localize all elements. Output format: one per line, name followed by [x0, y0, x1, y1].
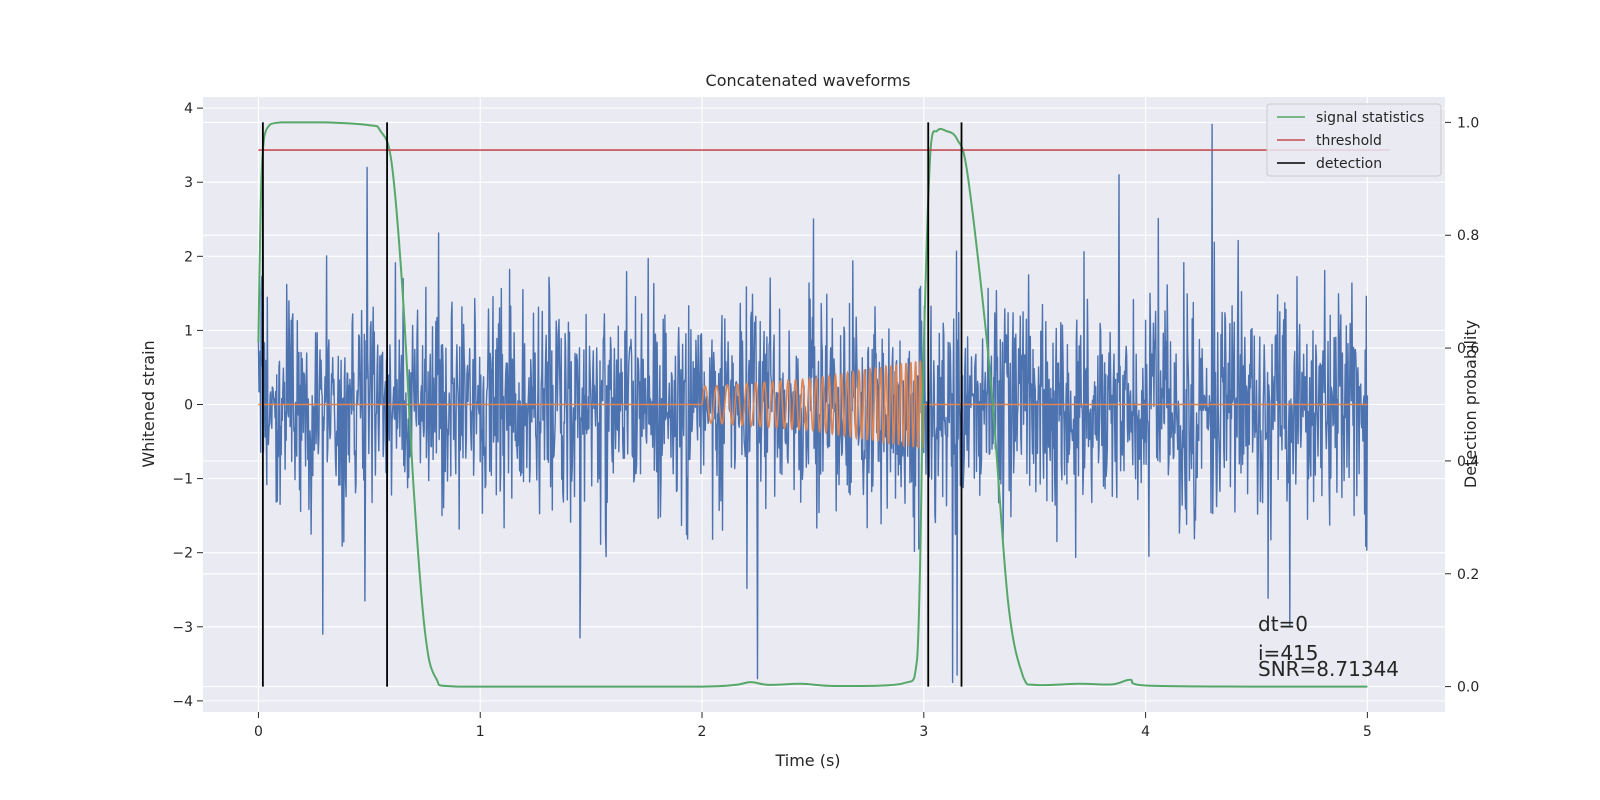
legend-frame: [1266, 103, 1442, 177]
y-tick-label: 4: [184, 101, 193, 117]
y2-tick-label: 0.6: [1457, 341, 1479, 357]
series-strain: [257, 123, 1369, 684]
legend-label-signal-statistics: signal statistics: [1316, 110, 1424, 126]
annotation-dt: dt=0: [1258, 612, 1308, 636]
y2-tick-label: 1.0: [1457, 115, 1479, 131]
y-axis-label: Whitened strain: [139, 340, 158, 467]
legend-label-detection: detection: [1316, 156, 1382, 172]
y2-tick-label: 0.8: [1457, 228, 1479, 244]
y-tick-label: −1: [172, 472, 193, 488]
series-template: [258, 360, 1368, 449]
y2-axis-label: Detection probability: [1461, 320, 1480, 488]
x-tick-label: 0: [254, 724, 263, 740]
annotation-index: i=415: [1258, 641, 1319, 665]
y2-tick-label: 0.2: [1457, 567, 1479, 583]
chart-title: Concatenated waveforms: [706, 71, 911, 90]
data-series: [257, 121, 1390, 688]
y-tick-label: −3: [172, 620, 193, 636]
x-tick-label: 3: [919, 724, 928, 740]
x-tick-label: 5: [1363, 724, 1372, 740]
annotation-snr: SNR=8.71344: [1258, 657, 1399, 681]
y-tick-label: 2: [184, 249, 193, 265]
y-tick-label: 0: [184, 398, 193, 414]
y2-tick-label: 0.4: [1457, 454, 1479, 470]
x-tick-label: 1: [476, 724, 485, 740]
y2-tick-label: 0.0: [1457, 680, 1479, 696]
legend: signal statistics threshold detection: [1266, 103, 1442, 177]
y-tick-label: −2: [172, 546, 193, 562]
x-axis-label: Time (s): [774, 751, 840, 770]
series-signal-statistics: [257, 121, 1368, 688]
y-tick-label: −4: [172, 694, 193, 710]
annotation-block: dt=0 i=415 SNR=8.71344: [1258, 612, 1399, 681]
axis-ticks: 0 1 2 3 4 5 −4 −3 −2 −1 0 1 2 3 4 0.0 0.2 0.4 0.6 0.8 1.0: [172, 101, 1479, 740]
y-tick-label: 3: [184, 175, 193, 191]
y-tick-label: 1: [184, 323, 193, 339]
x-tick-label: 2: [698, 724, 707, 740]
legend-label-threshold: threshold: [1316, 133, 1382, 149]
x-tick-label: 4: [1141, 724, 1150, 740]
